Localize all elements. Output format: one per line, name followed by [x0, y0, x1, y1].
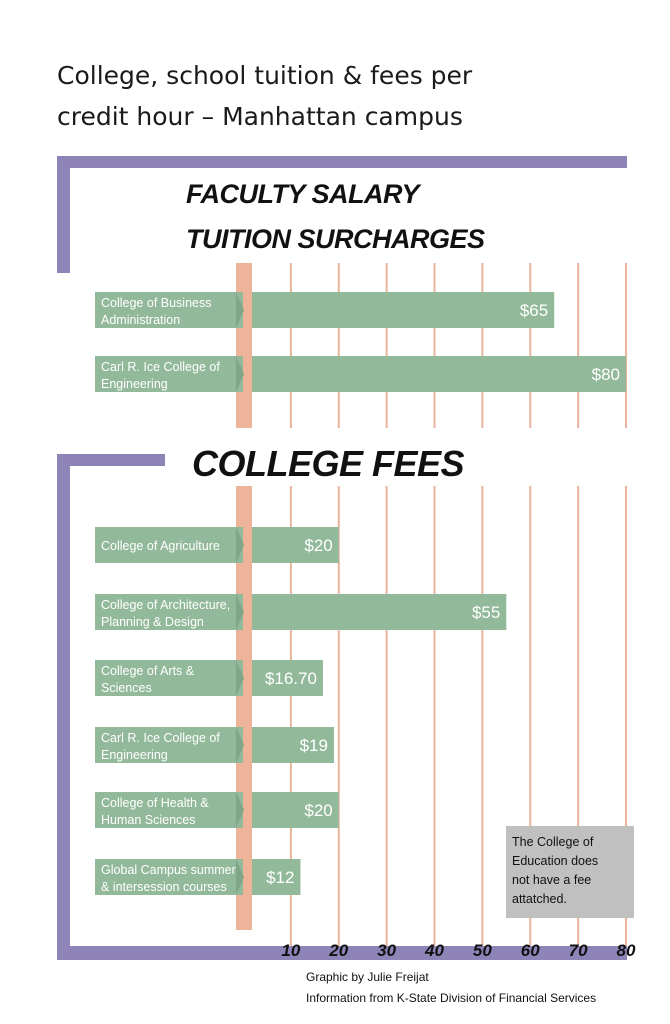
bar-notch-p2-b1 — [236, 527, 244, 563]
bar-label-p2-b6-line-2: & intersession courses — [101, 880, 227, 894]
panel2-frame-left — [57, 454, 70, 960]
note-line-4: attatched. — [512, 892, 567, 906]
note-line-1: The College of — [512, 835, 594, 849]
bar-label-box-p1-b1 — [95, 292, 243, 328]
value-label-p2-b3: $16.70 — [265, 669, 317, 688]
bar-p2-b6 — [252, 859, 301, 895]
bar-label-p2-b2-line-1: College of Architecture, — [101, 598, 230, 612]
value-label-p2-b2: $55 — [472, 603, 500, 622]
bar-label-p2-b5-line-1: College of Health & — [101, 796, 209, 810]
credit-source: Information from K-State Division of Fin… — [306, 991, 596, 1005]
bar-notch-p2-b6 — [236, 859, 244, 895]
bar-p2-b2 — [252, 594, 507, 630]
bar-label-p1-b1-line-1: College of Business — [101, 296, 211, 310]
bar-p2-b5 — [252, 792, 339, 828]
bar-label-p2-b6-line-1: Global Campus summer — [101, 863, 236, 877]
bar-p2-b3 — [252, 660, 323, 696]
x-tick-label-30: 30 — [377, 941, 396, 960]
x-tick-label-10: 10 — [281, 941, 300, 960]
panel1-frame-top — [57, 156, 627, 168]
bar-label-box-p2-b2 — [95, 594, 243, 630]
bar-label-box-p1-b2 — [95, 356, 243, 392]
credit-graphic: Graphic by Julie Freijat — [306, 970, 429, 984]
x-axis-bar — [57, 946, 627, 960]
note-line-3: not have a fee — [512, 873, 591, 887]
bar-p1-b1 — [252, 292, 555, 328]
bar-label-p1-b2-line-1: Carl R. Ice College of — [101, 360, 220, 374]
bar-label-box-p2-b6 — [95, 859, 243, 895]
chart-title-line-1: College, school tuition & fees per — [57, 61, 473, 90]
value-label-p1-b2: $80 — [592, 365, 620, 384]
x-tick-label-80: 80 — [617, 941, 636, 960]
bar-label-p2-b4-line-1: Carl R. Ice College of — [101, 731, 220, 745]
bar-notch-p2-b2 — [236, 594, 244, 630]
bar-p2-b1 — [252, 527, 339, 563]
bar-label-p2-b4-line-2: Engineering — [101, 748, 168, 762]
bar-label-p2-b1-line-1: College of Agriculture — [101, 539, 220, 553]
bar-label-p2-b2-line-2: Planning & Design — [101, 615, 204, 629]
bar-label-p2-b3-line-2: Sciences — [101, 681, 152, 695]
bar-p2-b4 — [252, 727, 334, 763]
panel1-frame-left — [57, 156, 70, 273]
x-tick-label-20: 20 — [328, 941, 348, 960]
panel1-title-line-1: FACULTY SALARY — [186, 179, 423, 209]
bar-label-box-p2-b5 — [95, 792, 243, 828]
bar-notch-p1-b1 — [236, 292, 244, 328]
x-tick-label-50: 50 — [473, 941, 492, 960]
bar-label-box-p2-b4 — [95, 727, 243, 763]
bar-label-p1-b1-line-2: Administration — [101, 313, 180, 327]
note-line-2: Education does — [512, 854, 598, 868]
panel1-title-line-2: TUITION SURCHARGES — [186, 224, 485, 254]
value-label-p2-b5: $20 — [304, 801, 332, 820]
bar-label-box-p2-b1 — [95, 527, 243, 563]
value-label-p2-b1: $20 — [304, 536, 332, 555]
bar-notch-p2-b4 — [236, 727, 244, 763]
panel2-title: COLLEGE FEES — [192, 443, 465, 484]
bar-notch-p1-b2 — [236, 356, 244, 392]
bar-p1-b2 — [252, 356, 626, 392]
x-tick-label-40: 40 — [424, 941, 444, 960]
value-label-p2-b6: $12 — [266, 868, 294, 887]
bar-label-p2-b3-line-1: College of Arts & — [101, 664, 195, 678]
chart-title-line-2: credit hour – Manhattan campus — [57, 102, 463, 131]
bar-notch-p2-b5 — [236, 792, 244, 828]
bar-label-p2-b5-line-2: Human Sciences — [101, 813, 196, 827]
bar-notch-p2-b3 — [236, 660, 244, 696]
bar-label-p1-b2-line-2: Engineering — [101, 377, 168, 391]
value-label-p2-b4: $19 — [300, 736, 328, 755]
value-label-p1-b1: $65 — [520, 301, 548, 320]
zero-axis-band-1 — [236, 263, 252, 428]
panel2-frame-top — [57, 454, 165, 466]
x-tick-label-70: 70 — [569, 941, 588, 960]
x-tick-label-60: 60 — [521, 941, 540, 960]
bar-label-box-p2-b3 — [95, 660, 243, 696]
note-box — [506, 826, 634, 918]
